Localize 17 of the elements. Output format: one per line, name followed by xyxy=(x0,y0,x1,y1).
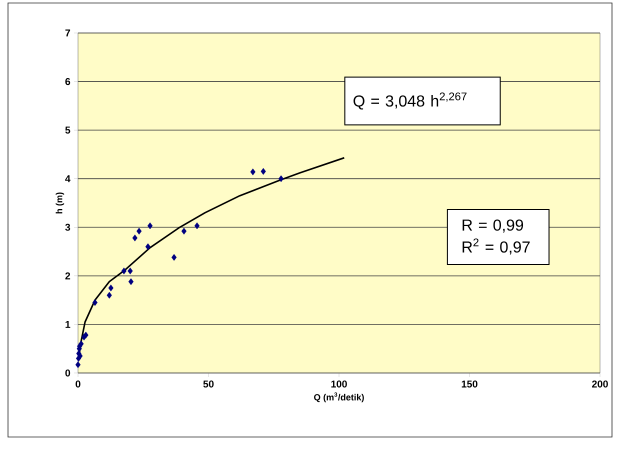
x-axis-title: Q (m$^{3}$/detik) xyxy=(314,392,364,402)
annotation: R = 0,99 R$^{2}$ = 0,97 xyxy=(462,219,530,255)
y-tick-label: 3 xyxy=(65,224,70,231)
x-tick-label: 150 xyxy=(462,380,478,388)
x-tick-label: 0 xyxy=(76,380,80,388)
y-tick-label: 7 xyxy=(65,30,70,36)
x-tick-label: 50 xyxy=(203,380,214,388)
y-tick-label: 4 xyxy=(65,175,70,182)
x-tick-label: 200 xyxy=(592,380,608,388)
x-tick-label: 100 xyxy=(331,380,347,388)
y-tick-label: 6 xyxy=(65,78,70,86)
y-tick-label: 2 xyxy=(65,272,70,280)
y-tick-label: 1 xyxy=(66,320,70,328)
annotation: Q = 3,048 h$^{2,267}$ xyxy=(354,92,467,110)
y-tick-label: 0 xyxy=(65,369,70,377)
y-tick-label: 5 xyxy=(65,126,70,134)
y-axis-title: h (m) xyxy=(56,192,64,214)
